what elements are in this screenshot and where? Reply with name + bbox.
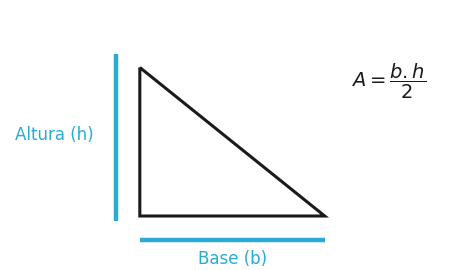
Text: Altura (h): Altura (h) bbox=[15, 126, 94, 144]
Text: Base (b): Base (b) bbox=[198, 250, 267, 268]
Text: $\mathit{A} = \dfrac{\mathit{b.h}}{2}$: $\mathit{A} = \dfrac{\mathit{b.h}}{2}$ bbox=[351, 62, 426, 100]
